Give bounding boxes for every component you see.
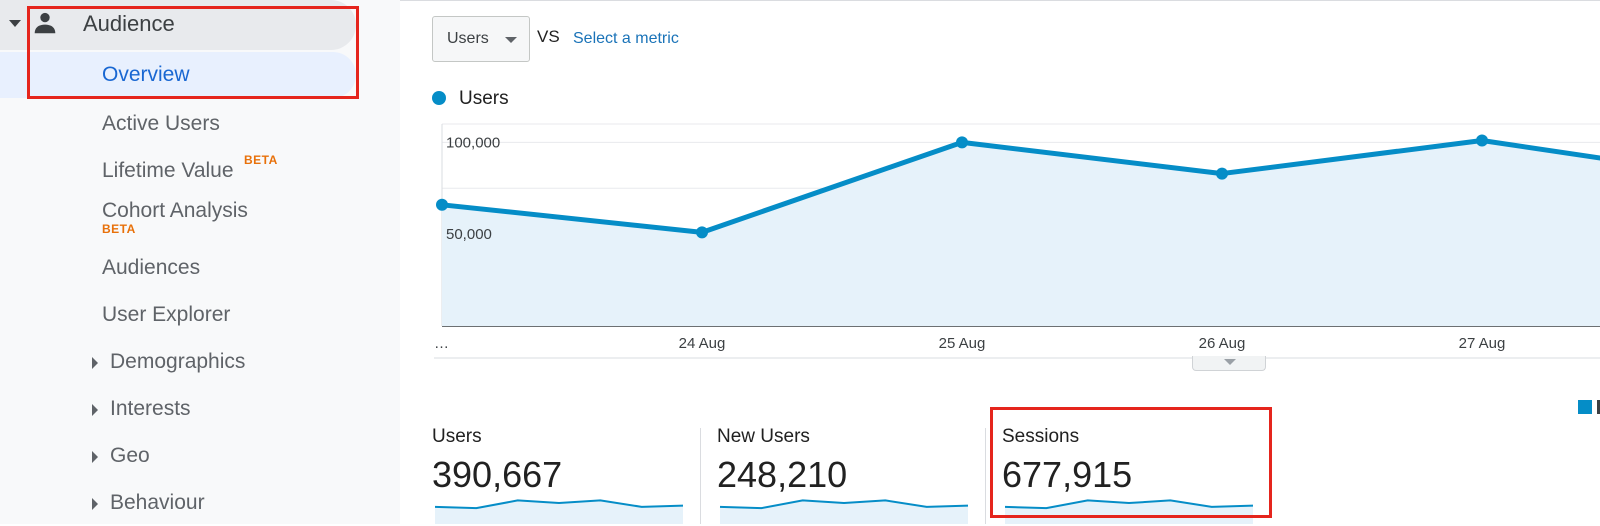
y-tick-label: 100,000	[446, 134, 500, 151]
vs-label: VS	[537, 27, 560, 46]
sparkline-line	[719, 499, 969, 510]
metric-dropdown-value: Users	[447, 30, 489, 47]
sidebar-item-label: Audiences	[102, 256, 201, 279]
metric-sparkline	[1004, 499, 1254, 524]
chart-series-line-users	[441, 138, 1600, 235]
sidebar-section-label: Audience	[83, 11, 175, 36]
metric-value: 677,915	[1002, 454, 1133, 495]
chart-legend-label: Users	[459, 88, 509, 109]
sidebar-item-geo[interactable]: Geo	[0, 433, 400, 479]
metric-label: Users	[432, 426, 482, 447]
select-metric-link[interactable]: Select a metric	[573, 30, 679, 47]
top-divider	[400, 0, 1600, 1]
sparkline-line	[1004, 499, 1254, 510]
chart-point[interactable]	[956, 136, 968, 149]
caret-right-icon[interactable]	[92, 451, 98, 463]
sidebar-item-lifetime-value[interactable]: Lifetime Value BETA	[0, 147, 400, 193]
chart-x-tick-labels: … 24 Aug 25 Aug 26 Aug 27 Aug	[434, 335, 1505, 352]
y-tick-label: 50,000	[446, 226, 492, 243]
legend-dot-icon	[432, 91, 446, 105]
metric-value: 248,210	[717, 454, 848, 495]
metric-label: New Users	[717, 426, 810, 447]
chart-point[interactable]	[1476, 134, 1488, 147]
sidebar-item-cohort-analysis[interactable]: Cohort Analysis BETA	[0, 194, 400, 240]
metric-card-users[interactable]: Users 390,667	[432, 420, 702, 524]
card-divider	[700, 428, 701, 524]
metric-sparkline	[719, 499, 969, 524]
caret-down-icon[interactable]	[9, 20, 21, 27]
chart-collapse-toggle[interactable]	[1192, 356, 1266, 371]
sidebar-item-behaviour[interactable]: Behaviour	[0, 480, 400, 526]
caret-right-icon[interactable]	[92, 404, 98, 416]
metric-card-sessions[interactable]: Sessions 677,915	[1002, 420, 1272, 524]
chart-point[interactable]	[1216, 167, 1228, 180]
sidebar-item-user-explorer[interactable]: User Explorer	[0, 291, 400, 337]
beta-badge: BETA	[244, 153, 278, 167]
sidebar-item-label: Lifetime Value	[102, 159, 234, 182]
sidebar-item-demographics[interactable]: Demographics	[0, 339, 400, 385]
sidebar-item-interests[interactable]: Interests	[0, 386, 400, 432]
chart-point[interactable]	[696, 226, 708, 239]
x-tick-label: 24 Aug	[679, 335, 726, 352]
beta-badge: BETA	[102, 222, 136, 236]
sparkline-area	[720, 500, 968, 524]
chart-y-tick-labels: 100,000 50,000	[446, 134, 500, 243]
chart-point[interactable]	[436, 198, 448, 211]
caret-right-icon[interactable]	[92, 498, 98, 510]
x-tick-label: 27 Aug	[1459, 335, 1506, 352]
metric-card-new-users[interactable]: New Users 248,210	[717, 420, 987, 524]
sparkline-area	[435, 500, 683, 524]
sidebar-item-label: Interests	[110, 397, 191, 420]
sidebar-item-label: Cohort Analysis	[102, 199, 248, 222]
sidebar-item-label: Demographics	[110, 350, 246, 373]
metric-dropdown[interactable]: Users	[432, 16, 530, 62]
legend-text-fragment	[1597, 400, 1600, 414]
sidebar-item-label: User Explorer	[102, 303, 231, 326]
sidebar-item-active-users[interactable]: Active Users	[0, 100, 400, 146]
metric-value: 390,667	[432, 454, 563, 495]
metric-sparkline	[434, 499, 684, 524]
sparkline-line	[434, 499, 684, 510]
sparkline-area	[1005, 500, 1253, 524]
sidebar-item-label: Behaviour	[110, 491, 205, 514]
sidebar-item-audiences[interactable]: Audiences	[0, 244, 400, 290]
person-icon	[34, 12, 56, 34]
sidebar-item-label: Active Users	[102, 112, 220, 135]
caret-right-icon[interactable]	[92, 357, 98, 369]
sidebar-item-label: Geo	[110, 444, 150, 467]
x-tick-label: …	[434, 335, 449, 352]
legend-square-icon	[1578, 400, 1592, 414]
chevron-down-icon	[1224, 359, 1236, 365]
dropdown-arrow-icon	[505, 37, 517, 43]
x-tick-label: 26 Aug	[1199, 335, 1246, 352]
sidebar-item-label: Overview	[102, 63, 190, 86]
sidebar-item-overview[interactable]: Overview	[0, 52, 356, 98]
x-tick-label: 25 Aug	[939, 335, 986, 352]
users-line-chart: 100,000 50,000 … 24 Aug 25 Aug 26 Aug 27 Aug	[434, 123, 1600, 359]
card-divider	[985, 428, 986, 524]
chart-points	[436, 134, 1488, 239]
chart-area-fill	[442, 140, 1600, 326]
metric-label: Sessions	[1002, 426, 1080, 447]
